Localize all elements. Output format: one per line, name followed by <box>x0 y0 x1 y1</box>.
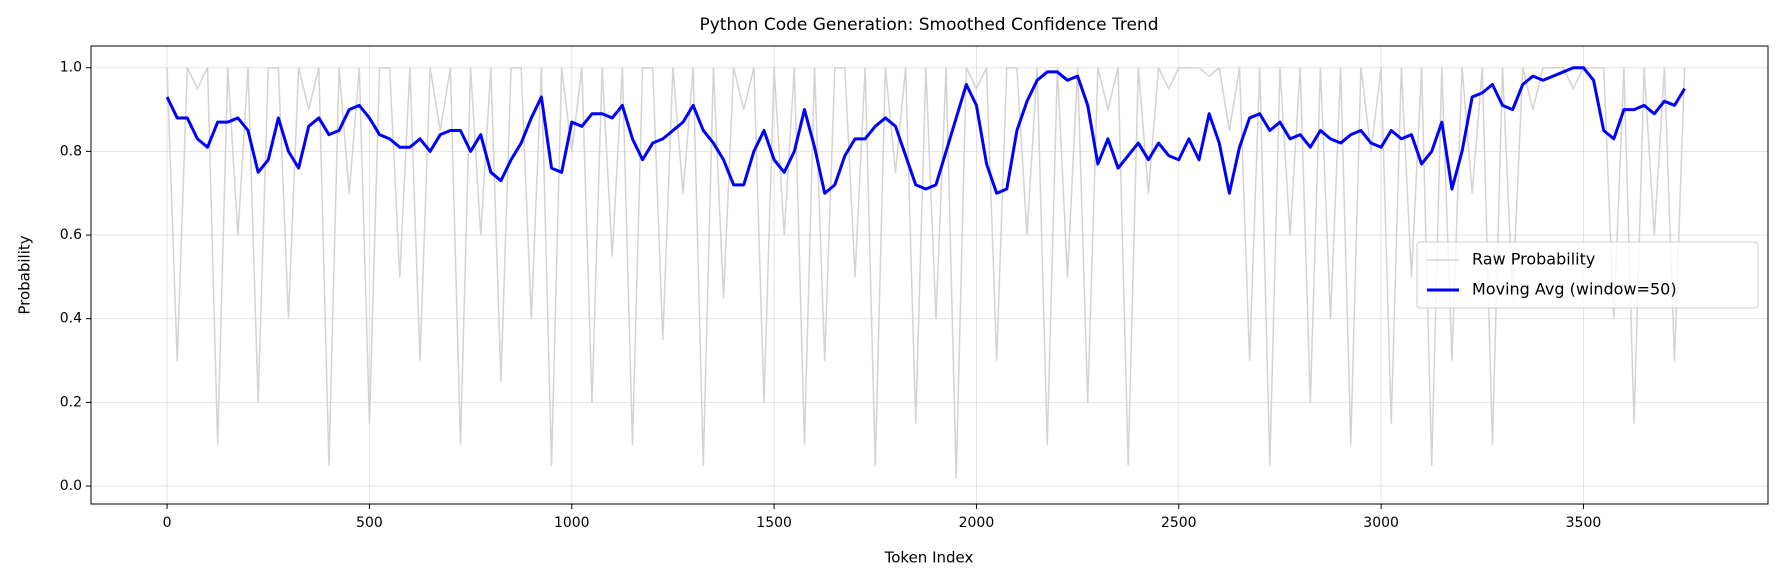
chart-title: Python Code Generation: Smoothed Confide… <box>700 15 1159 35</box>
series-line <box>165 66 1686 195</box>
x-tick-label: 1500 <box>756 515 792 531</box>
y-tick-label: 1.0 <box>60 60 82 76</box>
legend-box <box>1416 241 1759 309</box>
x-tick-label: 3000 <box>1363 515 1399 531</box>
legend-label: Moving Avg (window=50) <box>1472 280 1677 299</box>
x-tick-label: 0 <box>163 515 172 531</box>
plot-frame <box>90 45 1769 505</box>
y-axis-label: Probability <box>16 235 34 314</box>
x-axis-label: Token Index <box>884 549 974 567</box>
x-tick-label: 1000 <box>554 515 590 531</box>
x-tick-label: 3500 <box>1566 515 1602 531</box>
series-line <box>166 67 1686 479</box>
legend-label: Raw Probability <box>1472 250 1595 269</box>
x-tick-label: 2000 <box>959 515 995 531</box>
y-tick-label: 0.0 <box>60 478 82 494</box>
y-tick-label: 0.4 <box>60 311 82 327</box>
x-tick-label: 2500 <box>1161 515 1197 531</box>
x-tick-label: 500 <box>356 515 383 531</box>
y-tick-label: 0.2 <box>60 394 82 410</box>
y-tick-label: 0.8 <box>60 143 82 159</box>
y-tick-label: 0.6 <box>60 227 82 243</box>
